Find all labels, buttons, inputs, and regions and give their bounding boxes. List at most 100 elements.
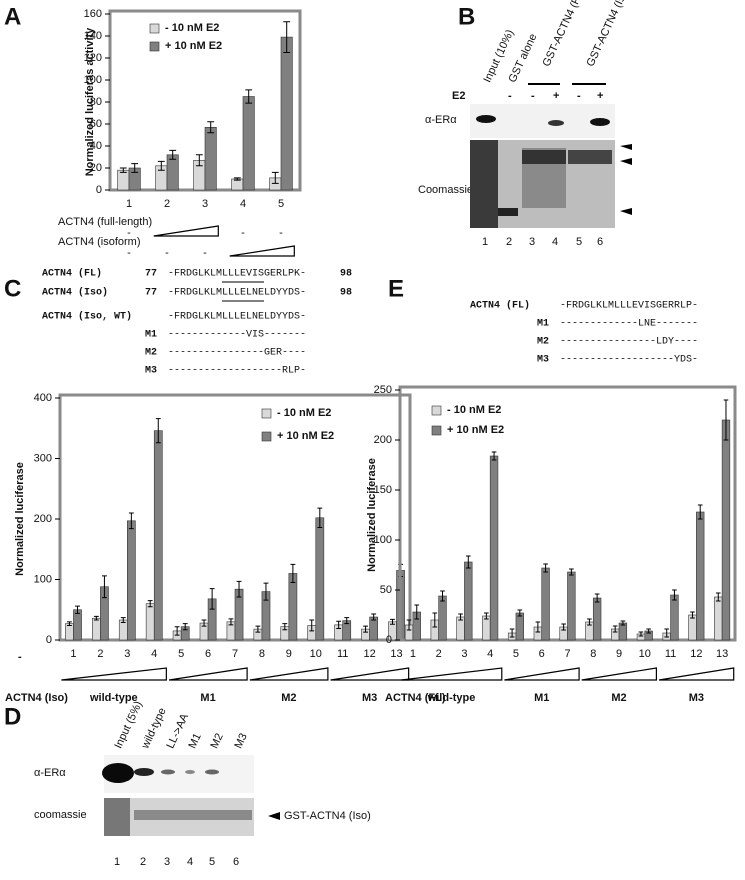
error-bar <box>543 563 548 573</box>
stain-label: Coomassie <box>418 184 473 196</box>
dose-ramp <box>330 667 410 681</box>
panel-letter: A <box>4 3 21 30</box>
x-tick-label: 8 <box>259 648 265 660</box>
seq-name: M2 <box>145 348 157 359</box>
y-tick-label: 0 <box>46 634 52 646</box>
error-bar <box>155 418 161 444</box>
band <box>134 768 154 776</box>
bar <box>438 595 447 641</box>
lane-header: M1 <box>186 732 203 751</box>
bar <box>592 597 602 641</box>
legend-swatch <box>431 425 442 436</box>
y-tick-label: 60 <box>90 118 102 130</box>
bar <box>714 596 723 641</box>
x-tick-label: 3 <box>461 648 467 660</box>
y-tick-label: 50 <box>380 584 392 596</box>
lane-number: 4 <box>187 856 193 868</box>
x-tick-label: 2 <box>164 198 170 210</box>
band <box>498 208 518 216</box>
arrow <box>268 812 280 820</box>
dose-ramp <box>168 667 248 681</box>
panel-letter: D <box>4 703 21 730</box>
group-label: M3 <box>689 692 704 704</box>
error-bar <box>271 171 279 184</box>
bar <box>464 561 473 641</box>
y-tick-label: 40 <box>90 140 102 152</box>
y-tick-label: 200 <box>34 513 52 525</box>
error-bar <box>128 512 134 530</box>
seq: -------------------RLP- <box>168 366 306 377</box>
error-bar <box>569 568 574 576</box>
bar <box>688 614 697 641</box>
x-tick-label: 1 <box>126 198 132 210</box>
lane-number: 6 <box>597 236 603 248</box>
error-bar <box>344 617 350 625</box>
lane-number: 6 <box>233 856 239 868</box>
panel-letter: E <box>388 275 404 302</box>
seq: ----------------GER---- <box>168 348 306 359</box>
error-bar <box>723 399 729 441</box>
arrows <box>620 144 632 215</box>
error-bar <box>228 618 234 626</box>
lane-stain <box>104 798 130 836</box>
y-tick-label: 20 <box>90 162 102 174</box>
seq-name: M1 <box>537 319 549 330</box>
error-bar <box>690 611 695 619</box>
band <box>590 118 610 126</box>
dose-ramp <box>581 667 658 681</box>
x-tick-label: 2 <box>97 648 103 660</box>
lane-number: 2 <box>506 236 512 248</box>
x-tick-label: 1 <box>70 648 76 660</box>
dose-mark: - <box>127 247 131 259</box>
sequence-block: ACTN4 (FL) 77 -FRDGLKLMLLLEVISGERLPK- 98… <box>42 268 352 377</box>
gel-d: Input (5%) wild-type LL->AA M1 M2 M3 α-E… <box>34 699 371 867</box>
e2-label: E2 <box>452 90 465 102</box>
dose-mark: - <box>203 247 207 259</box>
x-tick-label: 11 <box>665 648 676 660</box>
x-tick-label: 7 <box>232 648 238 660</box>
legend-label: - 10 nM E2 <box>447 404 501 416</box>
lane-number: 1 <box>114 856 120 868</box>
seq-name: ACTN4 (Iso, WT) <box>42 311 132 323</box>
error-bar <box>715 592 721 602</box>
error-bar <box>282 623 288 631</box>
bar <box>315 517 325 641</box>
band <box>568 150 612 164</box>
seq: -FRDGLKLMLLLEVISGERRLP- <box>560 301 698 312</box>
error-bar <box>638 631 644 637</box>
error-bar <box>587 618 592 626</box>
band-label: GST-ACTN4 (Iso) <box>284 810 371 822</box>
band <box>476 115 496 123</box>
error-bar <box>664 628 670 638</box>
lane-number: 1 <box>482 236 488 248</box>
lane-number: 3 <box>529 236 535 248</box>
legend-swatch <box>261 408 272 419</box>
dose-mark: - <box>165 247 169 259</box>
bar <box>618 622 628 641</box>
x-tick-label: 4 <box>151 648 157 660</box>
bar <box>204 127 217 191</box>
x-tick-label: 5 <box>178 648 184 660</box>
y-axis-label: Normalized luciferas activity <box>84 27 96 176</box>
y-tick-label: 140 <box>84 30 102 42</box>
lane-header: M3 <box>232 732 249 751</box>
group-label: M1 <box>200 692 215 704</box>
error-bar <box>169 149 177 160</box>
x-tick-label: 4 <box>240 198 246 210</box>
error-bar <box>465 555 471 569</box>
legend-label: + 10 nM E2 <box>447 424 504 436</box>
error-bar <box>283 21 291 53</box>
error-bar <box>290 563 296 584</box>
x-tick-label: 7 <box>564 648 570 660</box>
x-tick-label: 3 <box>202 198 208 210</box>
dose-ramp <box>249 667 329 681</box>
seq-name: ACTN4 (FL) <box>42 268 102 280</box>
bar <box>567 571 576 641</box>
bar <box>288 573 298 641</box>
error-bar <box>147 600 153 608</box>
error-bar <box>67 621 72 626</box>
legend-swatch <box>431 405 442 416</box>
group-label: M2 <box>281 692 296 704</box>
y-tick-label: 300 <box>34 452 52 464</box>
error-bar <box>119 167 127 173</box>
